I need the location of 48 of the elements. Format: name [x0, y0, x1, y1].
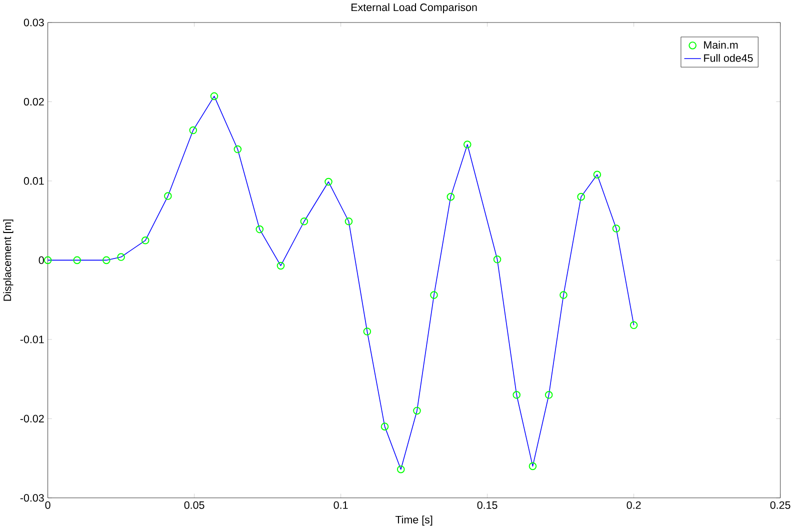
point: [44, 256, 52, 264]
point: [544, 391, 553, 399]
point: [560, 291, 568, 300]
y-tick-label: -0.03: [20, 494, 44, 502]
x-tick-label: 0.15: [477, 501, 498, 509]
legend-label: Full ode45: [704, 54, 753, 62]
chart-title: External Load Comparison: [352, 3, 477, 14]
point: [630, 321, 638, 330]
point: [102, 256, 110, 264]
point: [210, 92, 218, 100]
y-tick-label: -0.01: [20, 336, 44, 344]
point: [463, 140, 472, 148]
x-axis-title: Time [s]: [395, 516, 432, 526]
point: [413, 406, 421, 415]
point: [593, 170, 602, 179]
point: [324, 178, 332, 186]
point: [380, 422, 389, 431]
y-tick-label: 0.01: [24, 177, 44, 185]
point: [234, 145, 242, 154]
y-tick-label: -0.02: [20, 414, 44, 423]
point: [612, 224, 620, 232]
point: [512, 391, 521, 399]
x-tick-label: 0.2: [626, 501, 641, 509]
x-tick-label: 0.05: [184, 501, 204, 509]
point: [577, 192, 585, 201]
point: [117, 253, 125, 262]
point: [73, 256, 81, 264]
y-tick-label: 0.03: [24, 18, 44, 26]
point: [164, 192, 172, 200]
point: [256, 225, 264, 234]
x-tick-label: 0.25: [770, 501, 790, 509]
y-tick-label: 0.02: [24, 98, 44, 106]
point: [430, 291, 438, 300]
point: [141, 236, 150, 244]
point: [396, 466, 405, 474]
point: [493, 256, 502, 264]
point: [363, 328, 372, 336]
point: [528, 462, 537, 470]
point: [276, 262, 285, 270]
y-axis-title: Displacement [m]: [3, 220, 14, 301]
legend-label: Main.m: [704, 40, 738, 49]
x-tick-label: 0: [45, 501, 50, 509]
y-tick-label: 0: [38, 256, 44, 264]
point: [344, 218, 353, 226]
point: [300, 218, 308, 226]
point: [446, 192, 455, 201]
point: [189, 126, 198, 134]
x-tick-label: 0.1: [334, 501, 348, 509]
